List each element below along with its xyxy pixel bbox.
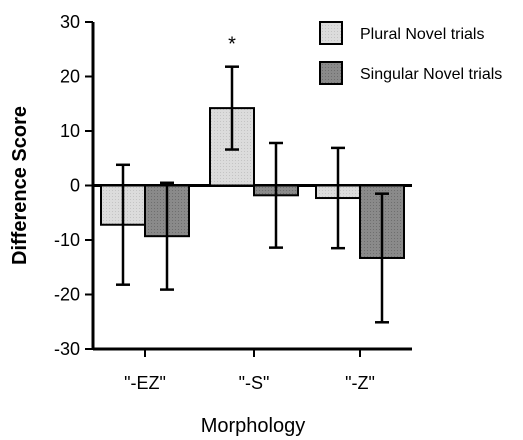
legend-label: Singular Novel trials — [360, 66, 502, 83]
x-tick-label: "-Z" — [345, 373, 375, 393]
plot-area: 30 20 10 0 -10 -20 -30 "-EZ" "-S" "-Z" * — [54, 12, 412, 393]
legend-label: Plural Novel trials — [360, 26, 484, 43]
legend-swatch — [319, 61, 343, 85]
y-tick-label: 10 — [60, 121, 80, 141]
significance-marker: * — [228, 34, 236, 56]
y-tick-label: 30 — [60, 12, 80, 32]
x-axis-title: Morphology — [201, 415, 306, 437]
y-tick-label: -10 — [54, 230, 80, 250]
y-tick-label: -20 — [54, 285, 80, 305]
y-tick-label: 20 — [60, 67, 80, 87]
x-tick-label: "-S" — [239, 373, 270, 393]
legend: Plural Novel trials Singular Novel trials — [319, 21, 502, 85]
x-tick-label: "-EZ" — [124, 373, 166, 393]
y-tick-label: 0 — [70, 176, 80, 196]
y-axis-title: Difference Score — [9, 106, 31, 265]
legend-swatch — [319, 21, 343, 45]
y-tick-label: -30 — [54, 339, 80, 359]
